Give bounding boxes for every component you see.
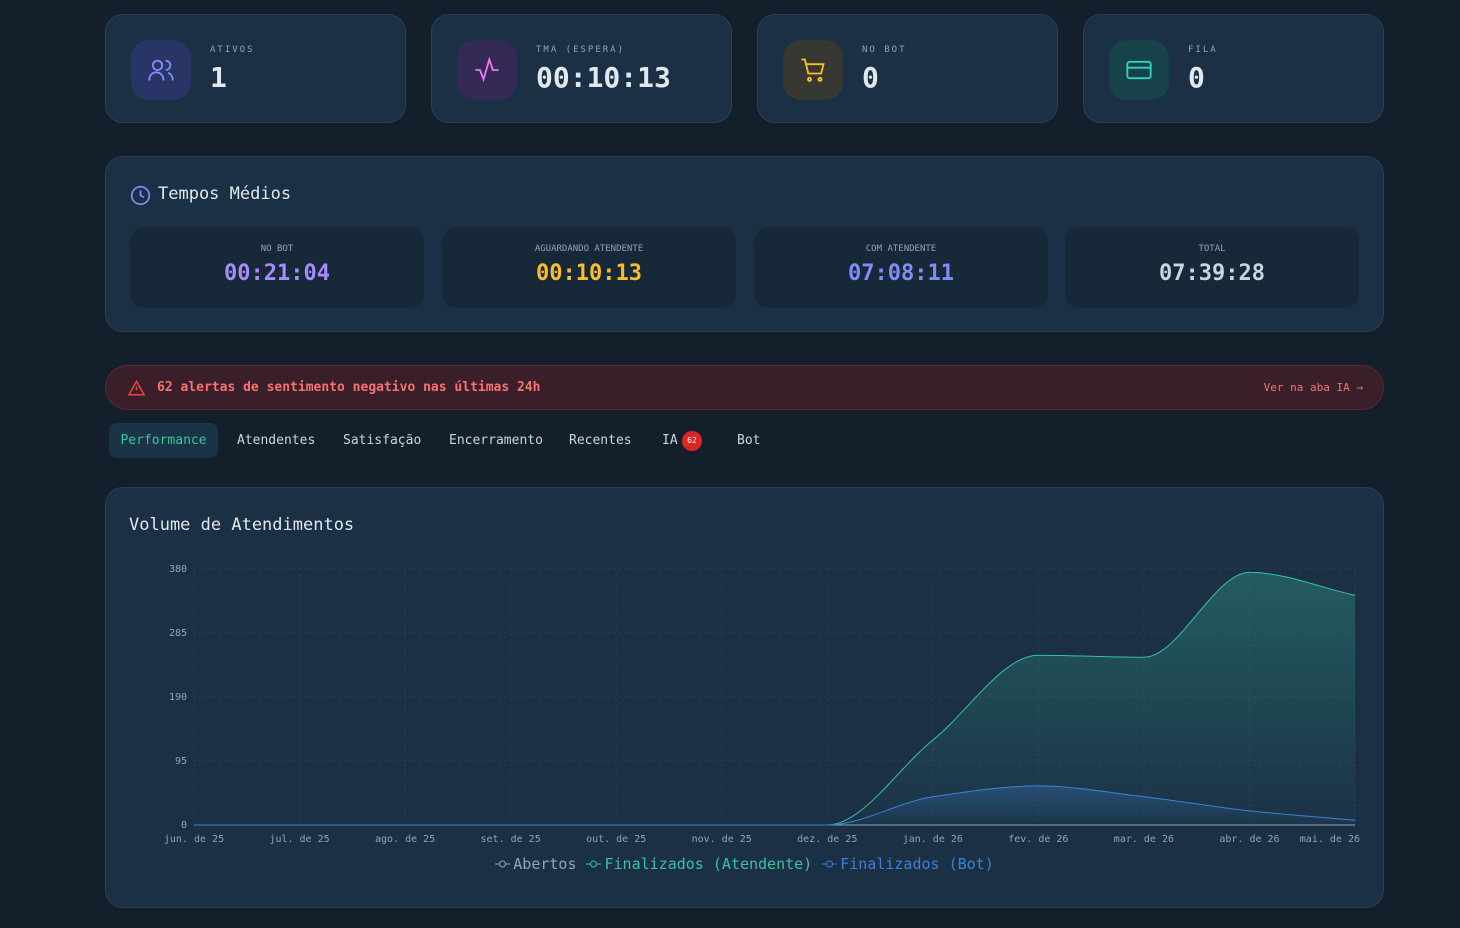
tempo-value: 07:39:28 <box>1159 261 1265 286</box>
stat-label: ATIVOS <box>210 45 255 55</box>
x-tick-label: dez. de 25 <box>797 834 857 845</box>
stat-value: 00:10:13 <box>536 61 671 94</box>
x-tick-label: fev. de 26 <box>1008 834 1068 845</box>
stat-label: FILA <box>1188 45 1218 55</box>
legend-label: Abertos <box>513 855 577 873</box>
area <box>194 785 1355 825</box>
stat-card: FILA 0 <box>1083 14 1384 123</box>
tab[interactable]: Atendentes <box>237 433 316 448</box>
x-tick-label: jan. de 26 <box>903 834 963 845</box>
x-tick-label: abr. de 26 <box>1219 834 1279 845</box>
legend-marker <box>586 860 602 868</box>
alert-bar: 62 alertas de sentimento negativo nas úl… <box>105 365 1384 410</box>
y-tick-label: 380 <box>169 564 187 575</box>
x-tick-label: nov. de 25 <box>692 834 752 845</box>
tab-badge: 62 <box>682 431 702 451</box>
legend-item[interactable]: Abertos <box>495 855 576 873</box>
legend-label: Finalizados (Atendente) <box>604 855 813 873</box>
tempo-value: 00:10:13 <box>536 261 642 286</box>
y-tick-label: 190 <box>169 692 187 703</box>
stat-value: 1 <box>210 61 227 94</box>
icon <box>1109 40 1169 100</box>
tempo-box: COM ATENDENTE 07:08:11 <box>754 227 1048 308</box>
panel-title: Tempos Médios <box>158 184 292 204</box>
y-tick-label: 95 <box>175 756 187 767</box>
tempo-label: COM ATENDENTE <box>865 244 937 254</box>
clock-icon <box>130 185 151 206</box>
stat-value: 0 <box>1188 61 1205 94</box>
tab[interactable]: IA <box>662 433 678 448</box>
tab[interactable]: Bot <box>737 433 761 448</box>
stat-card: NO BOT 0 <box>757 14 1058 123</box>
x-tick-label: ago. de 25 <box>375 834 435 845</box>
tempos-panel: Tempos Médios NO BOT 00:21:04 AGUARDANDO … <box>105 156 1384 332</box>
tempo-box: NO BOT 00:21:04 <box>130 227 424 308</box>
y-tick-label: 0 <box>181 820 187 831</box>
stat-label: TMA (ESPERA) <box>536 45 626 55</box>
tempo-value: 00:21:04 <box>224 261 330 286</box>
x-tick-label: mar. de 26 <box>1114 834 1174 845</box>
tempo-box: TOTAL 07:39:28 <box>1065 227 1359 308</box>
alert-link[interactable]: Ver na aba IA → <box>1263 381 1363 394</box>
tab[interactable]: Recentes <box>569 433 632 448</box>
line <box>194 785 1356 826</box>
x-tick-label: set. de 25 <box>481 834 541 845</box>
alert-icon <box>127 379 146 396</box>
tab[interactable]: Satisfação <box>343 433 422 448</box>
stat-card: TMA (ESPERA) 00:10:13 <box>431 14 732 123</box>
legend-label: Finalizados (Bot) <box>840 855 994 873</box>
tab-active[interactable]: Performance <box>109 423 218 458</box>
y-tick-label: 285 <box>169 628 187 639</box>
area <box>194 572 1355 825</box>
icon <box>457 40 517 100</box>
stat-value: 0 <box>862 61 879 94</box>
tempo-label: TOTAL <box>1198 244 1226 254</box>
tempo-box: AGUARDANDO ATENDENTE 00:10:13 <box>442 227 736 308</box>
icon <box>131 40 191 100</box>
legend-marker <box>822 860 838 868</box>
legend: Abertos Finalizados (Atendente) Finalizado… <box>105 855 1384 873</box>
x-tick-label: mai. de 26 <box>1300 834 1360 845</box>
alert-text: 62 alertas de sentimento negativo nas úl… <box>157 380 541 395</box>
stat-label: NO BOT <box>862 45 907 55</box>
legend-marker <box>495 860 511 868</box>
x-tick-label: jul. de 25 <box>269 834 329 845</box>
tab[interactable]: Encerramento <box>449 433 543 448</box>
legend-item[interactable]: Finalizados (Bot) <box>822 855 994 873</box>
stat-card: ATIVOS 1 <box>105 14 406 123</box>
icon <box>783 40 843 100</box>
tempo-label: NO BOT <box>260 244 294 254</box>
chart-title: Volume de Atendimentos <box>129 515 354 535</box>
tempo-label: AGUARDANDO ATENDENTE <box>534 244 644 254</box>
x-tick-label: out. de 25 <box>586 834 646 845</box>
x-tick-label: jun. de 25 <box>164 834 224 845</box>
legend-item[interactable]: Finalizados (Atendente) <box>586 855 812 873</box>
tempo-value: 07:08:11 <box>848 261 954 286</box>
